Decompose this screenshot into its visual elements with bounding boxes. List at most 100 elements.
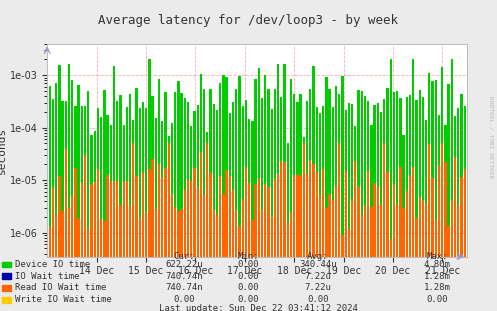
Bar	[174, 92, 176, 311]
Bar	[119, 205, 122, 311]
Bar	[145, 213, 148, 311]
Bar	[161, 121, 164, 311]
Bar	[325, 77, 328, 311]
Bar	[341, 76, 343, 311]
Bar	[409, 176, 411, 311]
Bar	[93, 182, 96, 311]
Bar	[331, 107, 334, 311]
Bar	[406, 191, 408, 311]
Text: Read IO Wait time: Read IO Wait time	[15, 284, 107, 292]
Bar	[257, 179, 260, 311]
Text: 622.22u: 622.22u	[165, 260, 203, 269]
Bar	[373, 183, 376, 311]
Bar	[167, 136, 170, 311]
Bar	[171, 123, 173, 311]
Bar	[55, 83, 57, 311]
Bar	[161, 178, 164, 311]
Bar	[180, 92, 183, 311]
Bar	[177, 211, 179, 311]
Bar	[209, 173, 212, 311]
Bar	[293, 94, 295, 311]
Bar	[329, 89, 331, 311]
Bar	[290, 79, 292, 311]
Bar	[62, 101, 64, 311]
Bar	[242, 106, 244, 311]
Text: 0.00: 0.00	[238, 272, 259, 281]
Bar	[380, 205, 382, 311]
Bar	[190, 126, 192, 311]
Bar	[383, 99, 386, 311]
Bar	[287, 143, 289, 311]
Bar	[251, 220, 253, 311]
Bar	[235, 89, 238, 311]
Bar	[245, 100, 247, 311]
Bar	[139, 218, 141, 311]
Bar	[68, 64, 70, 311]
Bar	[184, 98, 186, 311]
Bar	[341, 235, 343, 311]
Bar	[74, 168, 77, 311]
Text: 7.22u: 7.22u	[305, 272, 331, 281]
Text: Min:: Min:	[238, 252, 259, 261]
Bar	[200, 152, 202, 311]
Bar	[245, 167, 247, 311]
Bar	[103, 90, 105, 311]
Text: 0.00: 0.00	[238, 295, 259, 304]
Bar	[280, 97, 282, 311]
Bar	[113, 66, 115, 311]
Bar	[428, 144, 430, 311]
Bar	[49, 227, 51, 311]
Bar	[177, 81, 179, 311]
Bar	[460, 94, 463, 311]
Text: 0.00: 0.00	[307, 295, 329, 304]
Bar	[403, 135, 405, 311]
Bar	[129, 206, 131, 311]
Bar	[367, 101, 369, 311]
Bar	[441, 143, 443, 311]
Bar	[242, 199, 244, 311]
Text: 4.80m: 4.80m	[424, 260, 451, 269]
Bar	[309, 160, 312, 311]
Bar	[113, 182, 115, 311]
Bar	[167, 143, 170, 311]
Bar	[49, 86, 51, 311]
Text: 0.00: 0.00	[238, 260, 259, 269]
Text: 0.00: 0.00	[173, 295, 195, 304]
Bar	[132, 143, 135, 311]
Bar	[441, 67, 443, 311]
Text: Write IO Wait time: Write IO Wait time	[15, 295, 112, 304]
Text: 7.22u: 7.22u	[305, 284, 331, 292]
Bar	[412, 59, 414, 311]
Bar	[464, 106, 466, 311]
Bar	[129, 94, 131, 311]
Bar	[216, 215, 218, 311]
Bar	[338, 143, 340, 311]
Bar	[267, 89, 269, 311]
Bar	[110, 125, 112, 311]
Bar	[155, 209, 157, 311]
Bar	[300, 94, 302, 311]
Bar	[396, 91, 398, 311]
Bar	[100, 219, 102, 311]
Bar	[409, 95, 411, 311]
Bar	[390, 239, 392, 311]
Bar	[280, 161, 282, 311]
Bar	[97, 169, 99, 311]
Bar	[447, 84, 450, 311]
Bar	[261, 98, 263, 311]
Bar	[196, 105, 199, 311]
Bar	[296, 175, 299, 311]
Bar	[319, 196, 321, 311]
Bar	[451, 59, 453, 311]
Bar	[319, 113, 321, 311]
Text: 740.74n: 740.74n	[165, 284, 203, 292]
Text: Last update: Sun Dec 22 03:41:12 2024: Last update: Sun Dec 22 03:41:12 2024	[159, 304, 358, 311]
Bar	[222, 75, 225, 311]
Bar	[312, 66, 315, 311]
Bar	[158, 164, 160, 311]
Bar	[239, 226, 241, 311]
Bar	[257, 68, 260, 311]
Bar	[277, 64, 279, 311]
Bar	[344, 171, 347, 311]
Bar	[184, 190, 186, 311]
